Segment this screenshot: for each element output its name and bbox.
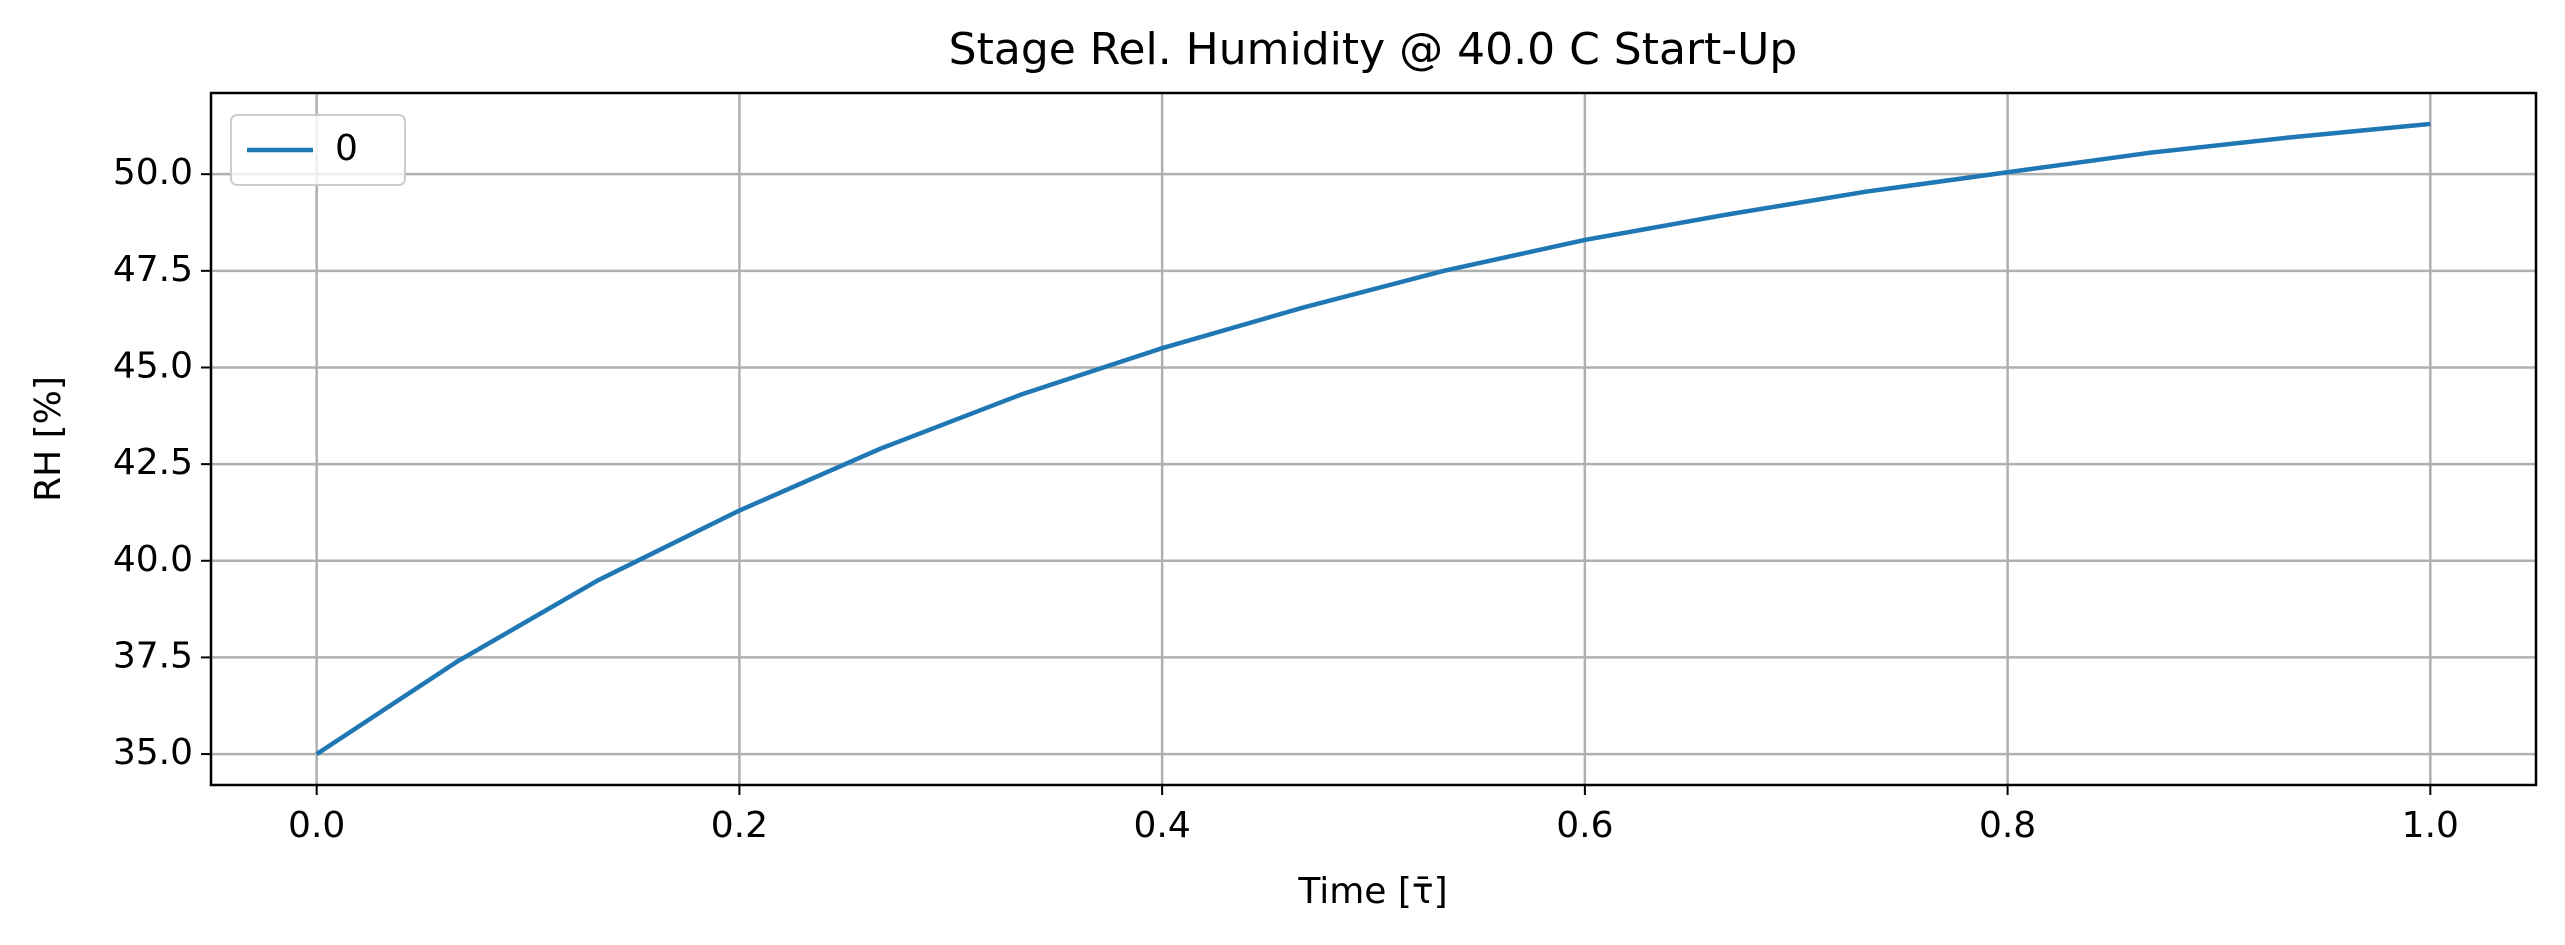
chart-title: Stage Rel. Humidity @ 40.0 C Start-Up xyxy=(949,24,1798,75)
y-tick-label: 42.5 xyxy=(113,442,193,483)
y-tick-label: 47.5 xyxy=(113,249,193,290)
x-tick-label: 0.0 xyxy=(288,805,345,846)
legend-label: 0 xyxy=(335,128,358,169)
x-tick-label: 0.2 xyxy=(711,805,768,846)
y-tick-label: 35.0 xyxy=(113,732,193,773)
y-tick-label: 50.0 xyxy=(113,152,193,193)
y-tick-label: 37.5 xyxy=(113,635,193,676)
x-tick-label: 1.0 xyxy=(2402,805,2459,846)
x-tick-label: 0.6 xyxy=(1556,805,1613,846)
x-tick-label: 0.8 xyxy=(1979,805,2036,846)
legend-box xyxy=(230,114,406,186)
y-tick-label: 45.0 xyxy=(113,345,193,386)
x-tick-label: 0.4 xyxy=(1134,805,1191,846)
y-axis-label: RH [%] xyxy=(28,376,69,502)
plot-frame xyxy=(209,91,2538,787)
data-line xyxy=(315,121,2431,756)
y-tick-label: 40.0 xyxy=(113,539,193,580)
x-axis-label: Time [τ̄] xyxy=(1297,871,1447,912)
